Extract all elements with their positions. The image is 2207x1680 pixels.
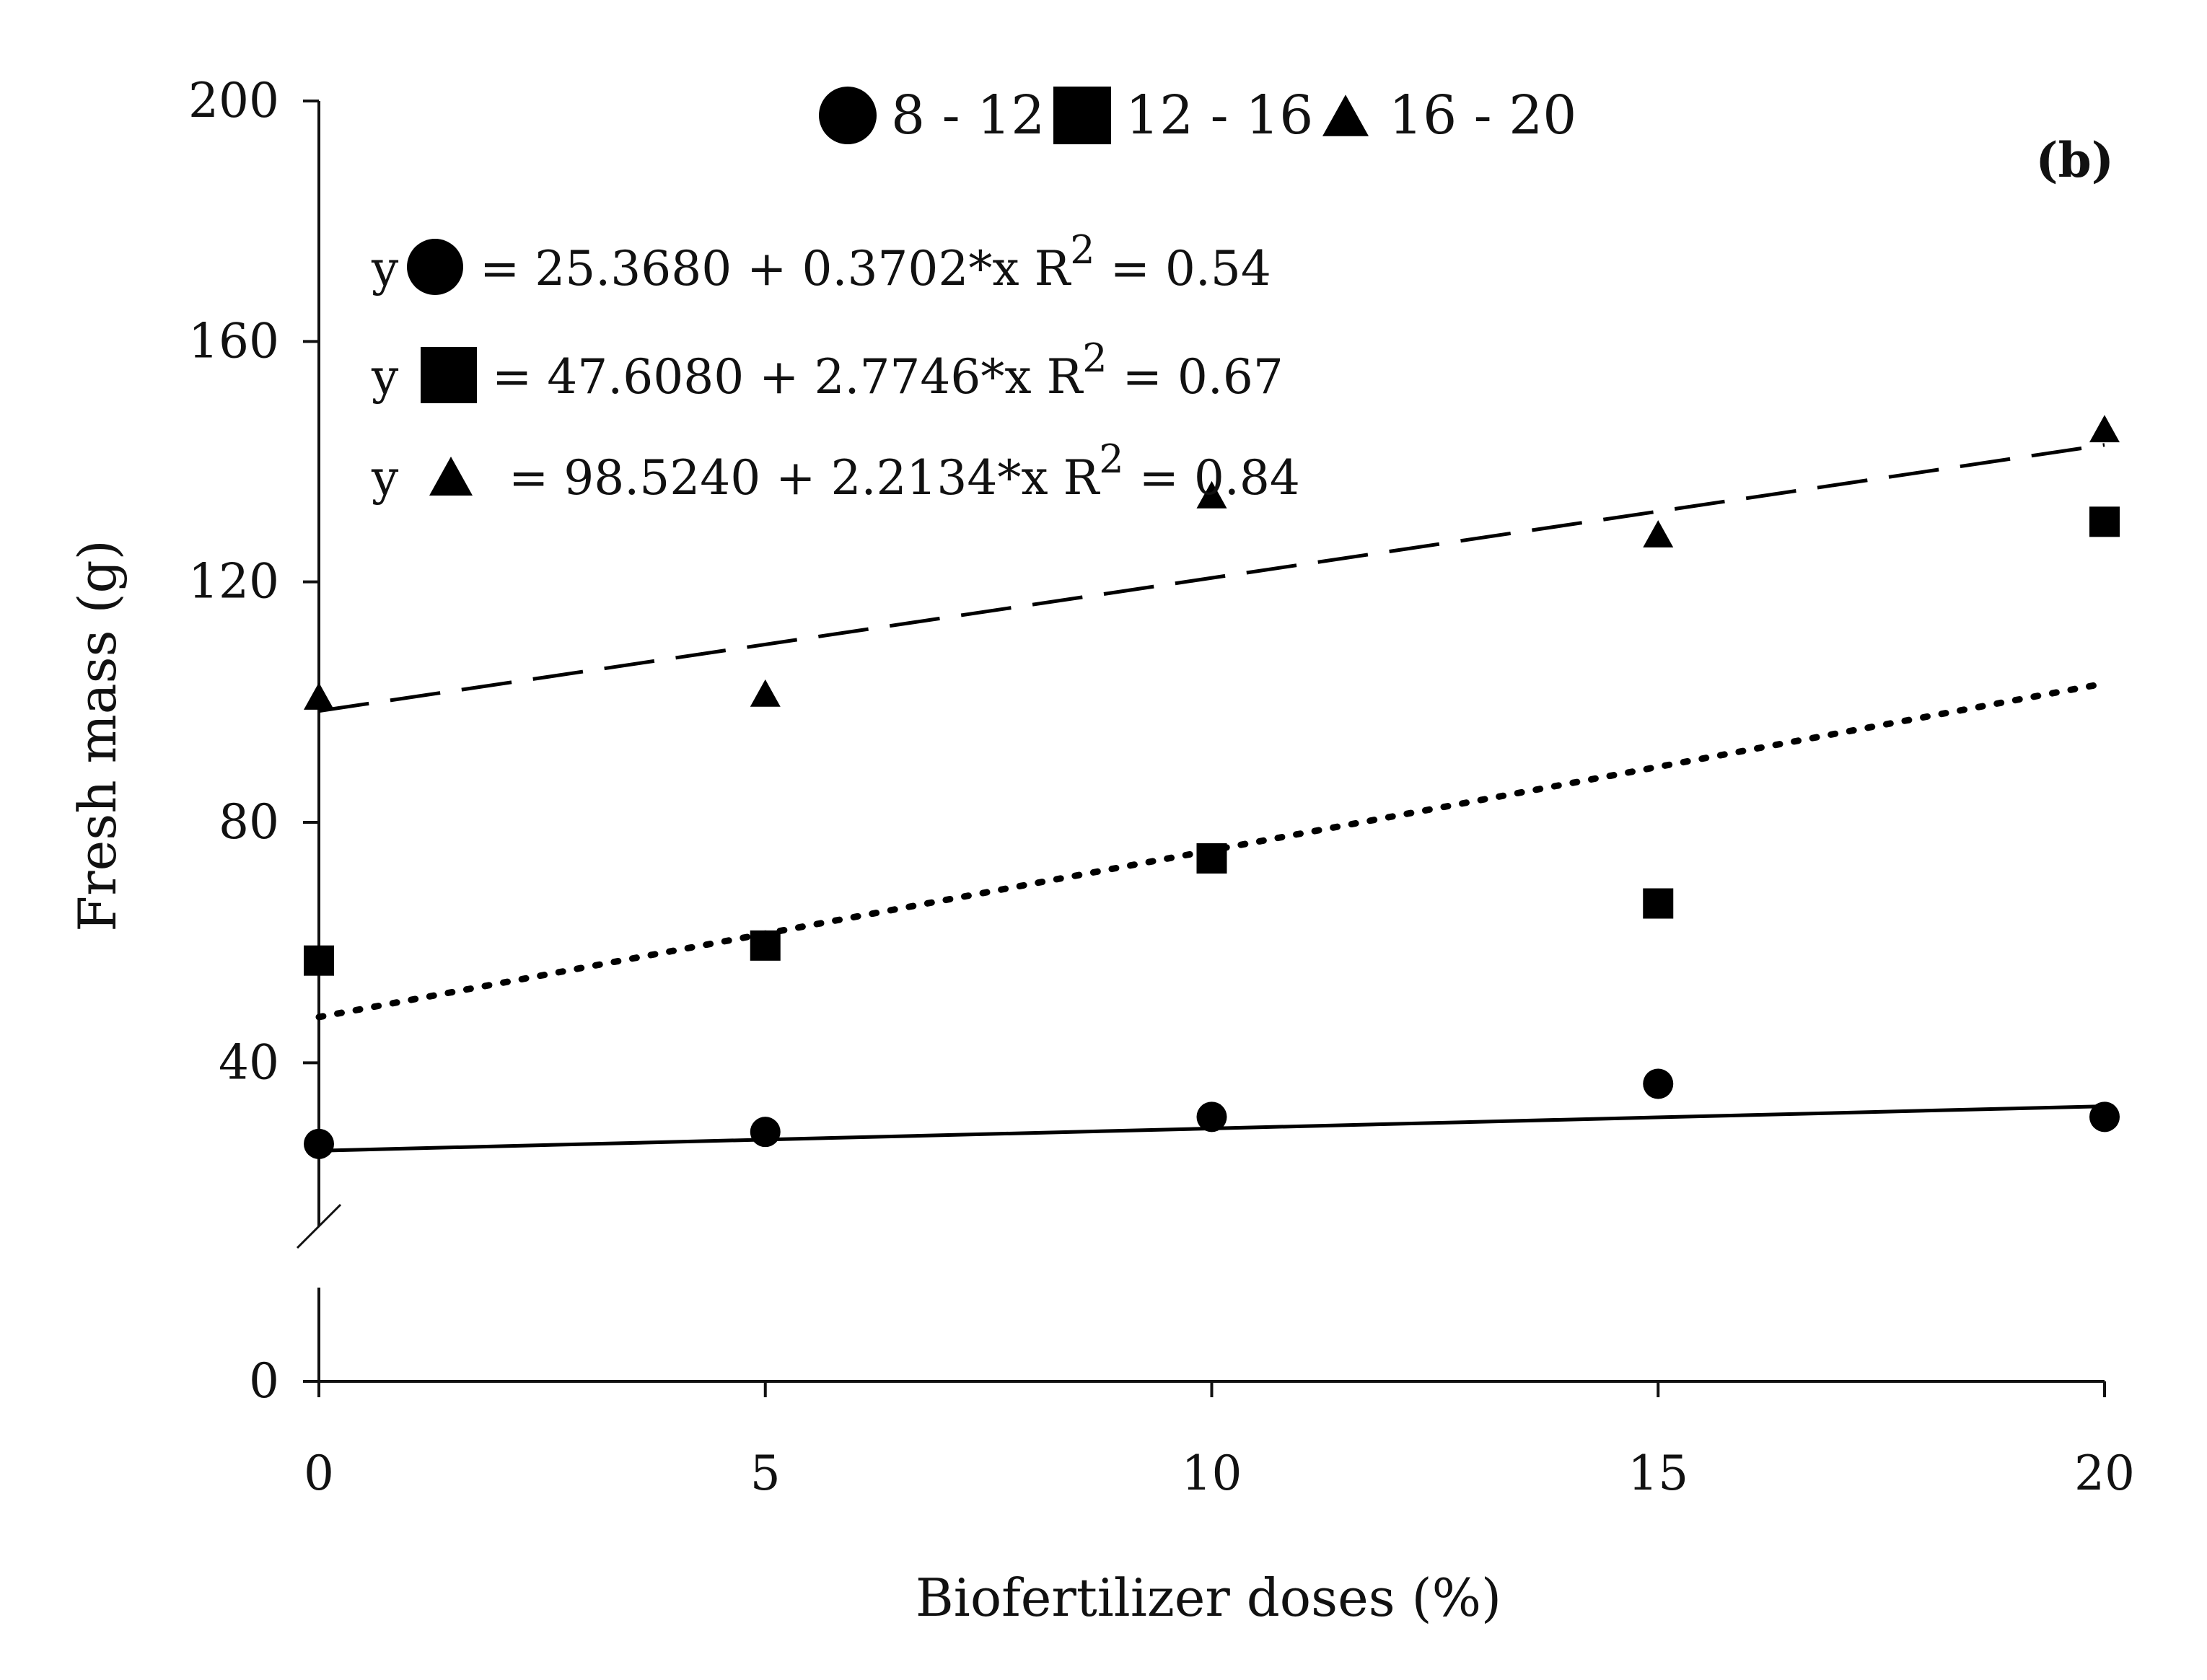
y-tick-label: 120	[188, 554, 279, 610]
panel-label: (b)	[2035, 132, 2114, 188]
data-point-circle	[750, 1117, 781, 1148]
equation-square-icon	[421, 347, 477, 403]
x-axis-title: Biofertilizer doses (%)	[916, 1567, 1501, 1628]
fit-line-square	[315, 680, 2108, 1021]
equation-text: = 98.5240 + 2.2134*x R2 = 0.84	[509, 436, 1300, 506]
data-point-circle	[1643, 1068, 1674, 1099]
equation-prefix: y	[371, 450, 399, 506]
y-tick-label: 80	[219, 794, 279, 850]
x-tick-label: 20	[2074, 1446, 2135, 1501]
equation-prefix: y	[371, 349, 399, 405]
equation-triangle-icon	[429, 457, 473, 496]
data-point-circle	[304, 1128, 334, 1159]
regression-equations: y = 25.3680 + 0.3702*x R2 = 0.54 y = 47.608…	[371, 227, 1300, 506]
y-tick-label: 160	[188, 313, 279, 369]
data-point-square	[304, 945, 334, 976]
legend: 8 - 12 12 - 16 16 - 20	[819, 84, 1576, 146]
data-point-triangle	[2089, 415, 2120, 443]
axes: 0 40 80 120 160 200 0 5 10 15 20	[188, 73, 2135, 1501]
data-markers	[304, 415, 2120, 1159]
x-tick-label: 0	[304, 1446, 334, 1501]
fit-lines	[315, 443, 2108, 1153]
legend-square-icon	[1053, 87, 1111, 144]
data-point-triangle	[750, 679, 781, 707]
y-tick-label: 200	[188, 73, 279, 128]
legend-label: 16 - 20	[1389, 84, 1576, 146]
equation-text: = 47.6080 + 2.7746*x R2 = 0.67	[492, 335, 1284, 405]
data-point-circle	[1196, 1101, 1227, 1133]
equation-circle-icon	[407, 239, 463, 295]
legend-triangle-icon	[1322, 94, 1369, 136]
y-tick-label: 0	[249, 1353, 279, 1409]
x-tick-label: 10	[1182, 1446, 1242, 1501]
data-point-square	[1643, 888, 1674, 919]
fit-line-triangle	[318, 443, 2105, 713]
data-point-square	[2089, 506, 2120, 537]
data-point-square	[1196, 843, 1227, 874]
legend-label: 12 - 16	[1126, 84, 1313, 146]
data-point-square	[750, 930, 781, 961]
y-axis-title: Fresh mass (g)	[67, 540, 128, 931]
legend-circle-icon	[819, 87, 877, 144]
data-point-circle	[2089, 1101, 2120, 1133]
axis-break-mark	[296, 1203, 342, 1249]
y-tick-label: 40	[219, 1034, 279, 1090]
equation-prefix: y	[371, 241, 399, 296]
equation-text: = 25.3680 + 0.3702*x R2 = 0.54	[480, 227, 1271, 296]
x-tick-label: 15	[1628, 1446, 1688, 1501]
data-point-triangle	[1643, 520, 1674, 547]
x-tick-label: 5	[750, 1446, 781, 1501]
data-point-triangle	[304, 682, 334, 710]
legend-label: 8 - 12	[891, 84, 1045, 146]
data-point-triangle	[1196, 480, 1227, 509]
